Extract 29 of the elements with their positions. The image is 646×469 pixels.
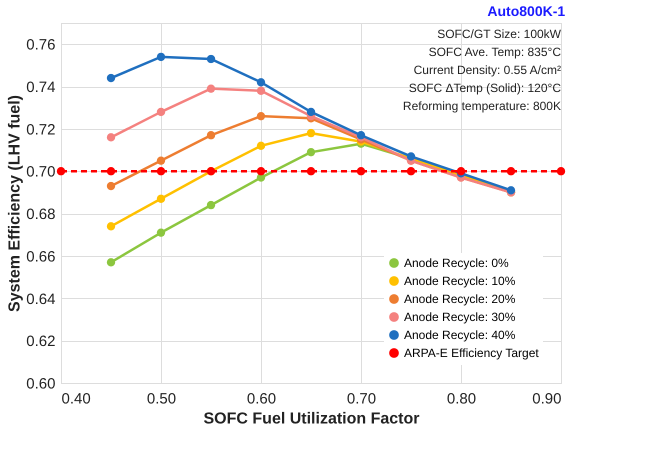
x-tick-label: 0.50 xyxy=(146,390,176,408)
chart-title: Auto800K-1 xyxy=(487,3,566,19)
legend-label: ARPA-E Efficiency Target xyxy=(404,346,540,360)
y-tick-label: 0.68 xyxy=(26,206,56,224)
x-tick-label: 0.40 xyxy=(62,390,91,408)
x-tick-label: 0.80 xyxy=(446,390,476,408)
y-tick-label: 0.72 xyxy=(26,121,56,138)
annotation: SOFC/GT Size: 100kW xyxy=(437,27,562,41)
y-tick-label: 0.66 xyxy=(26,248,56,266)
legend-label: Anode Recycle: 30% xyxy=(404,310,516,324)
x-axis-title: SOFC Fuel Utilization Factor xyxy=(203,410,420,428)
y-tick-label: 0.76 xyxy=(26,36,56,54)
y-tick-label: 0.74 xyxy=(26,79,56,96)
annotation: SOFC ΔTemp (Solid): 120°C xyxy=(408,81,562,95)
x-tick-label: 0.70 xyxy=(346,390,376,408)
legend-label: Anode Recycle: 10% xyxy=(404,274,516,288)
x-tick-label: 0.60 xyxy=(246,390,276,408)
annotation: SOFC Ave. Temp: 835°C xyxy=(428,45,562,59)
y-tick-label: 0.64 xyxy=(26,290,56,308)
y-tick-label: 0.70 xyxy=(26,164,56,181)
legend-label: Anode Recycle: 20% xyxy=(404,292,516,306)
annotation: Current Density: 0.55 A/cm² xyxy=(414,63,561,77)
legend-label: Anode Recycle: 40% xyxy=(404,328,516,342)
x-tick-label: 0.90 xyxy=(532,390,562,408)
y-tick-label: 0.62 xyxy=(26,333,56,350)
y-axis-title: System Efficiency (LHV fuel) xyxy=(6,95,24,312)
annotation: Reforming temperature: 800K xyxy=(402,99,561,113)
legend-label: Anode Recycle: 0% xyxy=(404,256,510,270)
y-tick-label: 0.60 xyxy=(26,376,56,392)
